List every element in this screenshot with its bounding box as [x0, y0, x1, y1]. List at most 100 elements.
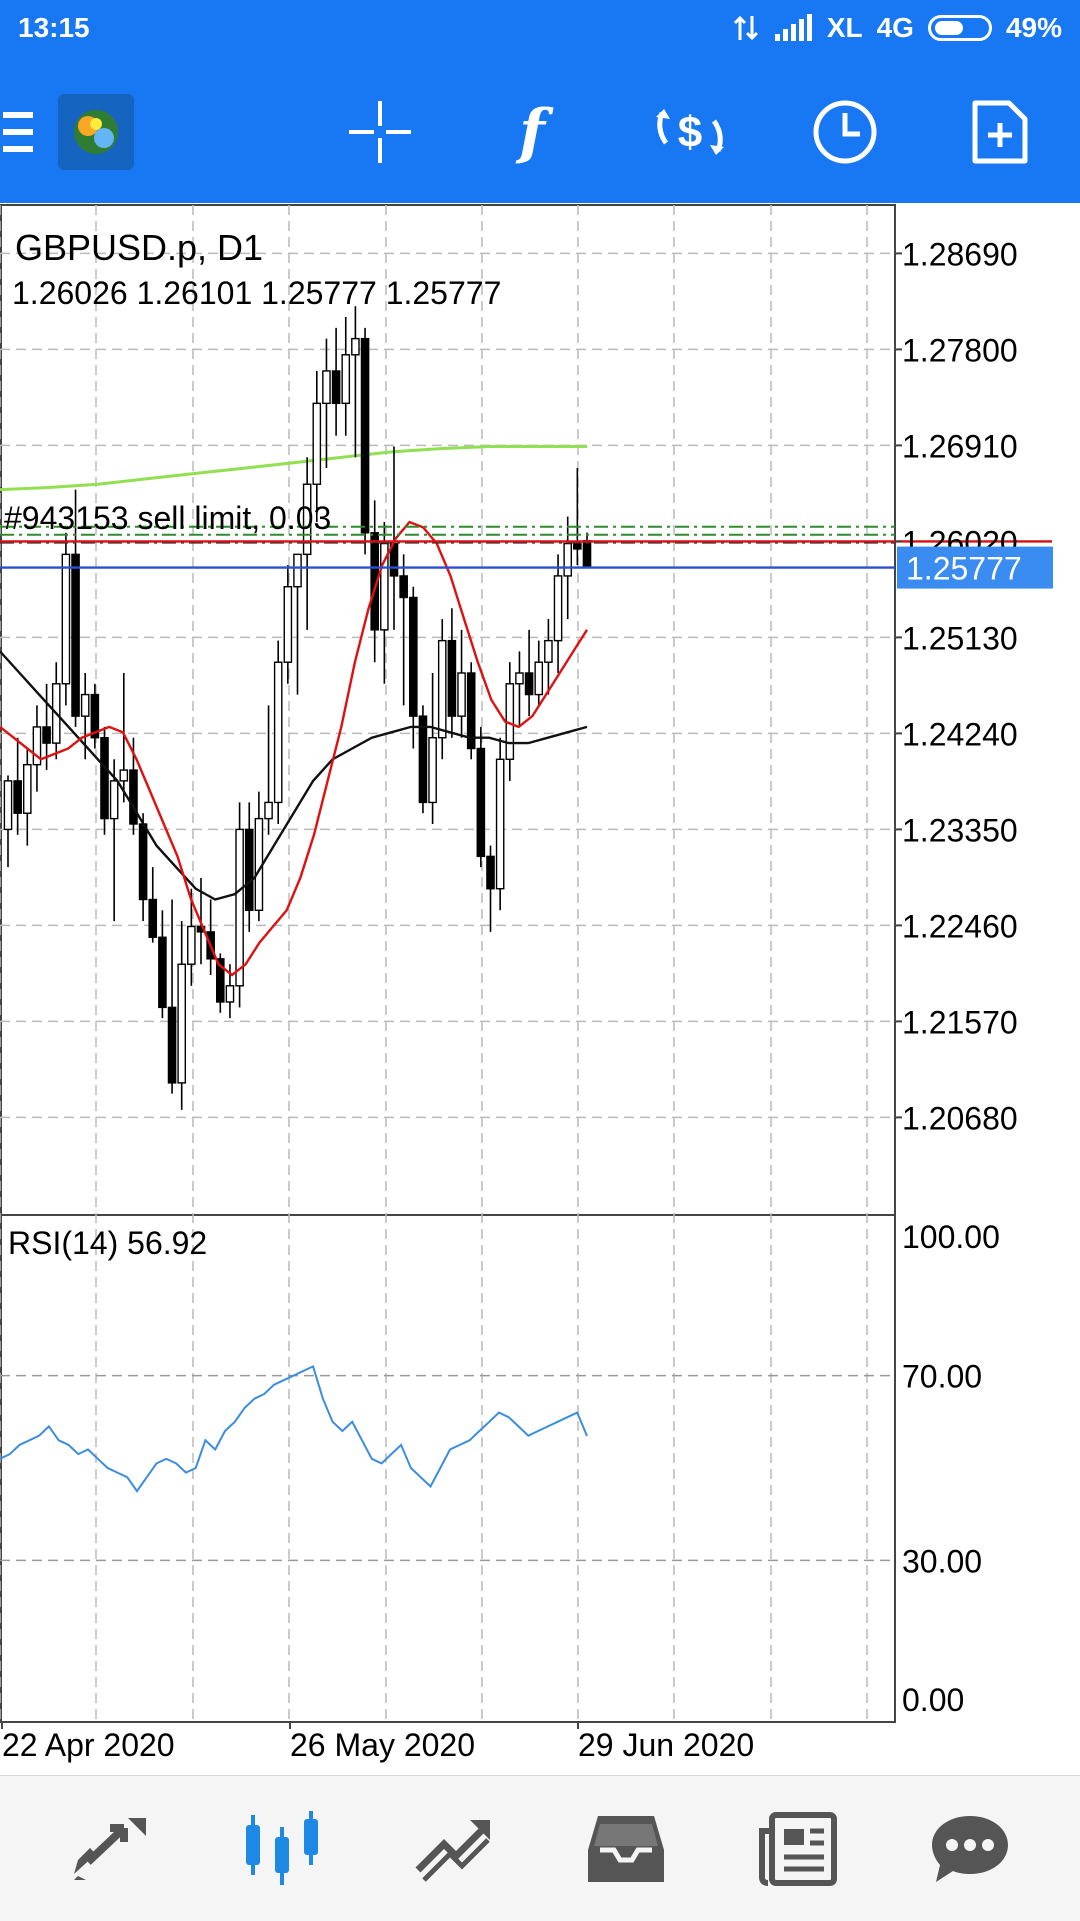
toolbar: f $	[0, 60, 1080, 203]
network-label: 4G	[876, 12, 914, 43]
candle-body	[32, 726, 42, 766]
symbol-label: GBPUSD.p, D1	[15, 227, 263, 268]
order-label[interactable]: #943153 sell limit, 0.03	[4, 500, 331, 536]
quotes-icon[interactable]	[30, 1776, 190, 1921]
candle-body	[138, 823, 148, 901]
candle-body	[23, 763, 32, 814]
candle-body	[225, 985, 235, 1003]
messages-icon[interactable]	[890, 1776, 1050, 1921]
rsi-path	[0, 1365, 588, 1493]
candle-body	[534, 661, 544, 696]
battery-percent: 49%	[1005, 12, 1062, 43]
candle-body	[244, 828, 254, 911]
candle-body	[563, 542, 572, 577]
chart-area[interactable]: 1.28690 1.27800 1.26910 1.26020 1.25130 1.242…	[0, 203, 1080, 1775]
ma-long-path	[0, 445, 587, 492]
candle-body	[486, 855, 495, 890]
price-tick-label: 1.25130	[902, 620, 1018, 656]
crosshair-icon[interactable]	[340, 60, 420, 203]
rsi-tick-label: 0.00	[902, 1682, 964, 1718]
status-icons: XL 4G 49%	[733, 12, 1062, 44]
rsi-tick-label: 30.00	[902, 1543, 982, 1579]
candle-body	[148, 898, 158, 938]
candle-body	[42, 726, 51, 744]
candle-body	[457, 672, 466, 717]
rsi-axis: 100.00 70.00 30.00 0.00	[902, 1219, 1000, 1718]
chart-frame	[0, 204, 896, 1723]
status-bar: 13:15 XL 4G 49%	[0, 0, 1080, 60]
rsi-label: RSI(14) 56.92	[8, 1225, 207, 1261]
candle-body	[3, 780, 13, 831]
candle-body	[341, 354, 351, 405]
timeframe-icon[interactable]	[805, 60, 885, 203]
candle-body	[129, 769, 138, 825]
metatrader-logo-icon[interactable]	[56, 60, 136, 203]
chart-canvas[interactable]: 1.286901.278001.269101.260201.251301.242…	[0, 203, 1080, 1775]
grid	[0, 205, 895, 1722]
candle-body	[476, 747, 486, 858]
trade-icon[interactable]: $	[650, 60, 730, 203]
candle-body	[544, 639, 553, 663]
date-tick-label: 26 May 2020	[290, 1727, 475, 1763]
candle-body	[109, 780, 119, 820]
trade-nav-icon[interactable]	[374, 1776, 534, 1921]
price-tick-label: 1.23350	[902, 812, 1018, 848]
svg-text:$: $	[678, 108, 702, 157]
bottom-nav	[0, 1775, 1080, 1921]
candle-body	[515, 672, 524, 685]
price-tick-label: 1.21570	[902, 1004, 1018, 1040]
clock: 13:15	[18, 12, 90, 43]
candle-body	[418, 715, 428, 804]
history-icon[interactable]	[546, 1776, 706, 1921]
rsi-tick-label: 100.00	[902, 1219, 1000, 1255]
date-tick-label: 29 Jun 2020	[578, 1727, 754, 1763]
candle-body	[235, 828, 244, 987]
candle-body	[293, 553, 302, 588]
date-axis: 22 Apr 2020 26 May 2020 29 Jun 2020	[1, 1722, 754, 1763]
ma-slow-path	[0, 650, 588, 901]
signal-icon	[774, 14, 812, 41]
news-icon[interactable]	[718, 1776, 878, 1921]
chart-icon[interactable]	[202, 1776, 362, 1921]
candle-body	[215, 958, 225, 1003]
ma-slow-line	[0, 650, 588, 901]
price-tick-label: 1.22460	[902, 908, 1018, 944]
candle-body	[331, 370, 341, 405]
candle-body	[582, 540, 592, 569]
price-axis: 1.286901.278001.269101.260201.251301.242…	[895, 236, 1018, 1136]
price-tick-label: 1.26910	[902, 428, 1018, 464]
candles	[3, 306, 592, 1110]
candle-body	[428, 737, 437, 804]
current-price-label: 1.25777	[906, 551, 1022, 587]
rsi-tick-label: 70.00	[902, 1359, 982, 1395]
candle-body	[409, 596, 418, 717]
price-tick-label: 1.28690	[902, 236, 1018, 272]
candle-body	[302, 483, 312, 556]
candle-body	[119, 769, 129, 782]
price-levels	[0, 525, 1052, 569]
price-tick-label: 1.20680	[902, 1100, 1018, 1136]
ohlc-label: 1.26026 1.26101 1.25777 1.25777	[12, 275, 501, 311]
candle-body	[495, 758, 505, 890]
candle-body	[187, 925, 196, 965]
candle-body	[264, 801, 273, 820]
candle-body	[524, 672, 534, 696]
candle-body	[158, 936, 167, 1009]
new-order-icon[interactable]	[960, 60, 1040, 203]
candle-body	[312, 402, 322, 485]
candle-body	[322, 370, 331, 405]
candle-body	[466, 672, 476, 750]
candle-body	[61, 553, 71, 685]
current-price-tag: 1.25777	[897, 546, 1053, 589]
indicators-icon[interactable]: f	[519, 96, 545, 167]
date-tick-label: 22 Apr 2020	[2, 1727, 175, 1763]
candle-body	[283, 586, 293, 663]
carrier-label: XL	[826, 12, 863, 43]
candle-body	[90, 693, 100, 739]
candle-body	[360, 337, 370, 534]
candle-body	[71, 553, 80, 717]
candle-body	[13, 780, 22, 814]
price-tick-label: 1.24240	[902, 716, 1018, 752]
menu-icon[interactable]	[0, 60, 36, 203]
candle-body	[447, 639, 457, 717]
